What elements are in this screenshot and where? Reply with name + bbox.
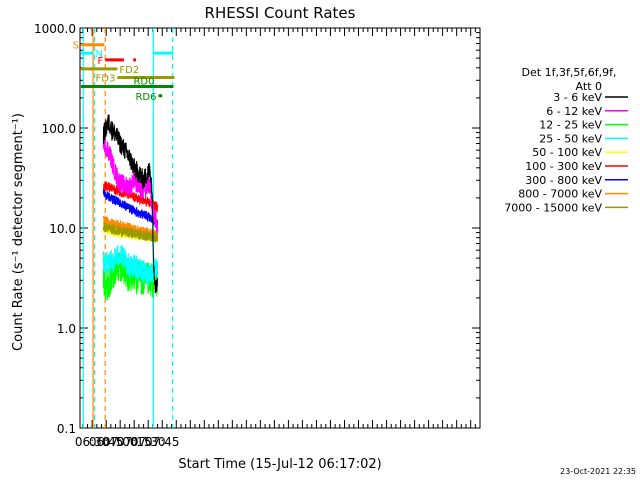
series-trace [102,181,159,213]
x-tick-label: 06:30 [75,435,110,449]
flag-label: FD2 [119,65,139,76]
legend-header-line-2: Att 0 [576,80,602,93]
x-tick-label: 07:15 [117,435,152,449]
y-axis-label: Count Rate (s⁻¹ detector segment⁻¹) [11,113,26,351]
series-trace [102,189,159,227]
plot-area: 0.1 1.0 10.0 100.0 1000.0 06:3006:4507:0007:1… [34,22,481,449]
legend-label: 12 - 25 keV [539,119,602,132]
legend-label: 300 - 800 keV [525,174,602,187]
legend-header-line-1: Det 1f,3f,5f,6f,9f, [522,66,617,79]
legend-label: 7000 - 15000 keV [504,201,602,214]
flag-label: FD3 [96,73,116,84]
y-tick-label: 10.0 [49,222,76,236]
legend-label: 25 - 50 keV [539,132,602,145]
flag-label: S [73,41,79,52]
y-tick-label: 1.0 [57,322,76,336]
flag-label: RD0 [133,77,154,88]
series-trace [102,114,159,294]
x-tick-label: 07:00 [103,435,138,449]
x-tick-label: 07:45 [145,435,180,449]
chart-title: RHESSI Count Rates [205,4,356,22]
flag-label: N [96,49,103,60]
y-tick-label: 0.1 [57,422,76,436]
y-tick-label: 100.0 [42,122,76,136]
y-tick-label: 1000.0 [34,22,76,36]
legend-label: 6 - 12 keV [546,105,602,118]
x-tick-label: 07:30 [131,435,166,449]
legend-label: 800 - 7000 keV [518,188,602,201]
series-trace [102,244,159,286]
legend-label: 50 - 100 keV [532,146,602,159]
flag-label: RD6 [135,92,156,103]
x-tick-label: 06:45 [89,435,124,449]
legend-label: 100 - 300 keV [525,160,602,173]
series-trace [102,131,159,234]
flag-label: F [97,56,103,67]
legend-label: 3 - 6 keV [553,91,602,104]
series-trace [102,222,159,243]
footer-timestamp: 23-Oct-2021 22:35 [560,467,636,476]
x-axis-label: Start Time (15-Jul-12 06:17:02) [178,457,381,472]
